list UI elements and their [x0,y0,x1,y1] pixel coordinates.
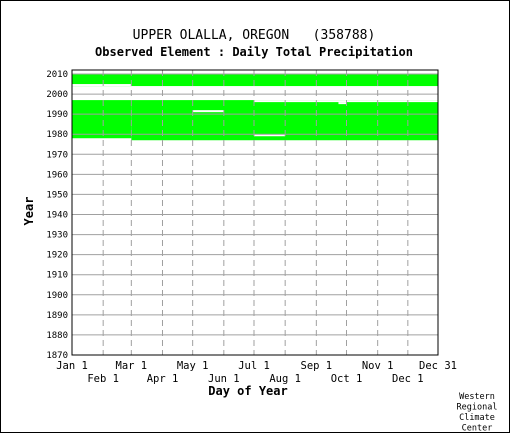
chart-subtitle: Observed Element : Daily Total Precipita… [95,45,413,59]
plot-area: 1870 1880 1890 1900 1910 1920 1930 1940 1950 1960… [46,69,457,385]
x-tick-label: Dec 31 [419,360,457,372]
x-tick-label: Aug 1 [269,373,301,385]
x-tick-label: Apr 1 [147,373,179,385]
coverage-block [131,100,439,141]
missing-data-gap [253,100,438,103]
y-tick-label: 1960 [46,170,68,180]
credit-line: Climate [459,413,495,423]
y-tick-label: 1990 [46,110,68,120]
y-tick-label: 1980 [46,130,68,140]
y-tick-label: 1880 [46,331,68,341]
credit-line: Western [459,392,495,402]
y-tick-label: 2000 [46,90,68,100]
x-tick-label: Jul 1 [238,360,270,372]
missing-data-gap [72,84,132,87]
credit-line: Center [462,424,493,433]
credit-line: Regional [457,403,498,413]
x-axis-label: Day of Year [208,384,287,398]
x-tick-label: May 1 [177,360,209,372]
x-tick-label: Oct 1 [331,373,363,385]
x-tick-label: Mar 1 [116,360,148,372]
x-tick-label: Feb 1 [87,373,119,385]
missing-data-gap [192,110,224,113]
y-tick-label: 1920 [46,251,68,261]
y-tick-label: 1970 [46,150,68,160]
y-tick-label: 1940 [46,211,68,221]
missing-data-gap [253,134,286,137]
missing-data-gap [338,102,347,105]
y-tick-label: 2010 [46,70,68,80]
x-tick-label: Jun 1 [208,373,240,385]
y-tick-label: 1950 [46,190,68,200]
x-tick-label: Dec 1 [392,373,424,385]
x-tick-label: Jan 1 [56,360,88,372]
y-axis-label: Year [22,197,36,226]
plot-border [71,69,439,356]
x-tick-label: Nov 1 [362,360,394,372]
chart-title: UPPER OLALLA, OREGON (358788) [133,28,376,43]
y-tick-label: 1910 [46,271,68,281]
y-tick-label: 1890 [46,311,68,321]
x-tick-label: Sep 1 [301,360,333,372]
y-tick-label: 1870 [46,351,68,361]
y-tick-label: 1930 [46,231,68,241]
y-tick-label: 1900 [46,291,68,301]
coverage-block [72,100,132,139]
